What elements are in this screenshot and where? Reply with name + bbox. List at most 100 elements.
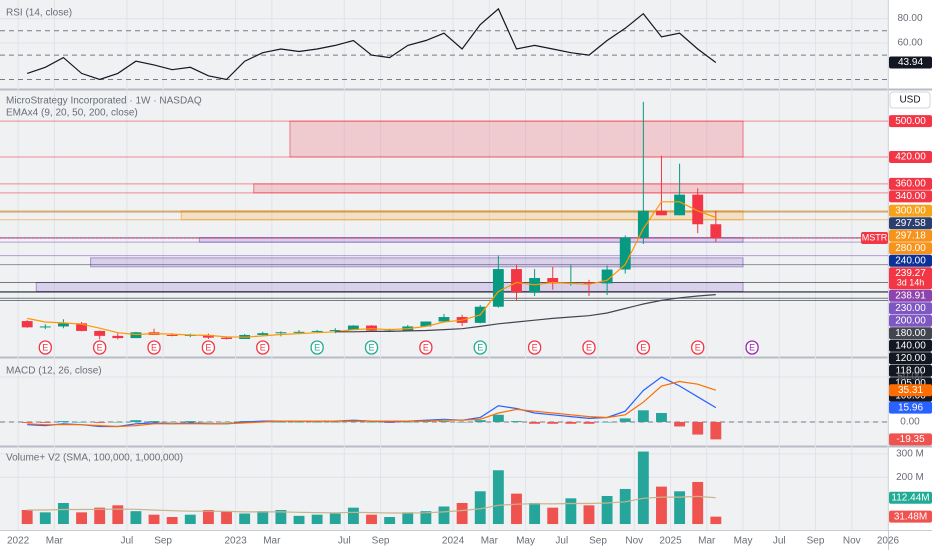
axis-value-label: 239.27 (895, 268, 926, 279)
x-tick-label: 2024 (442, 536, 465, 547)
volume-bar (366, 514, 377, 525)
axis-value-box (889, 364, 932, 377)
histogram-bar (184, 421, 196, 422)
volume-bar (94, 507, 106, 525)
candle-body (492, 269, 504, 307)
event-marker (527, 340, 542, 355)
axis-value-label: 238.91 (895, 290, 926, 301)
histogram-bar (39, 421, 51, 423)
axis-value-box (889, 254, 932, 267)
x-tick-label: May (516, 536, 535, 547)
volume-ma-line (27, 495, 716, 514)
x-tick-label: Nov (625, 536, 643, 547)
candle-body (257, 333, 269, 335)
histogram-bar (112, 421, 124, 423)
event-label: E (260, 342, 266, 352)
axis-value-label: 43.94 (898, 57, 923, 68)
y-tick-label: 60.00 (897, 38, 922, 49)
x-tick-label: Nov (843, 536, 861, 547)
candle-body (637, 210, 649, 238)
volume-bar (565, 498, 577, 525)
volume-bar (148, 514, 160, 525)
event-marker (38, 340, 52, 355)
candle-body (547, 278, 559, 284)
candle-body (293, 331, 305, 333)
histogram-bar (76, 421, 87, 423)
volume-bar (438, 506, 450, 525)
axis-value-box (889, 401, 932, 414)
histogram-bar (438, 421, 450, 422)
histogram-bar (547, 421, 559, 424)
volume-bar (619, 488, 631, 525)
event-label: E (640, 342, 646, 352)
axis-value-label: 118.00 (896, 365, 926, 376)
volume-bar (492, 470, 504, 525)
volume-bar (474, 491, 486, 525)
axis-value-label: 340.00 (895, 191, 926, 202)
histogram-bar (329, 421, 341, 423)
axis-value-label: 105.00 (895, 378, 926, 389)
event-label: E (749, 342, 755, 352)
axis-value-label: 15.96 (898, 402, 923, 413)
event-marker (419, 340, 433, 355)
x-tick-label: 2025 (659, 536, 682, 547)
x-tick-label: May (734, 536, 753, 547)
candle-body (166, 334, 178, 336)
axis-value-box (889, 289, 932, 302)
y-tick-label: 0.00 (900, 417, 920, 428)
volume-bar (311, 514, 323, 525)
event-label: E (586, 342, 592, 352)
currency-box (889, 91, 931, 109)
histogram-bar (511, 421, 522, 422)
volume-bar (547, 507, 559, 525)
x-tick-label: Jul (338, 536, 351, 547)
histogram-bar (311, 421, 323, 423)
volume-bar (257, 511, 269, 525)
volume-bar (76, 512, 87, 525)
candle-body (710, 224, 722, 239)
x-tick-label: Sep (372, 536, 390, 547)
histogram-bar (656, 412, 667, 422)
histogram-bar (637, 410, 649, 422)
countdown: 3d 14h (897, 278, 925, 288)
volume-bar (511, 493, 522, 525)
symbol-label: MSTR (862, 232, 888, 242)
histogram-bar (130, 420, 142, 422)
candle-body (347, 325, 359, 331)
y-tick-label: 200 M (896, 472, 924, 483)
ema-line (335, 294, 716, 333)
event-label: E (477, 342, 483, 352)
axis-value-label: 300.00 (895, 205, 926, 216)
candle-body (438, 317, 450, 322)
axis-value-box (889, 190, 932, 203)
x-tick-label: 2026 (877, 536, 900, 547)
event-marker (201, 340, 216, 355)
histogram-bar (492, 414, 504, 422)
candle-body (420, 321, 432, 327)
axis-value-label: 230.00 (895, 303, 926, 314)
histogram-bar (619, 418, 631, 422)
x-tick-label: Sep (589, 536, 607, 547)
volume-bar (184, 514, 196, 525)
volume-bar (130, 511, 142, 525)
candle-body (21, 321, 33, 328)
histogram-bar (529, 421, 541, 424)
histogram-bar (293, 421, 305, 423)
axis-value-box (889, 352, 932, 365)
price-zone (35, 282, 744, 292)
histogram-bar (583, 421, 595, 424)
axis-value-box (889, 56, 932, 69)
event-marker (745, 340, 759, 355)
pane-title: RSI (14, close) (6, 8, 72, 19)
event-label: E (369, 342, 375, 352)
price-zone (289, 120, 744, 158)
pane-title: Volume+ V2 (SMA, 100,000, 1,000,000) (6, 453, 183, 464)
axis-value-label: 297.58 (895, 218, 926, 229)
histogram-bar (57, 421, 69, 422)
axis-value-box (889, 327, 932, 340)
histogram-bar (674, 421, 686, 427)
currency: USD (899, 95, 920, 106)
axis-value-box (889, 384, 932, 397)
volume-bar (21, 510, 33, 525)
event-label: E (423, 342, 429, 352)
